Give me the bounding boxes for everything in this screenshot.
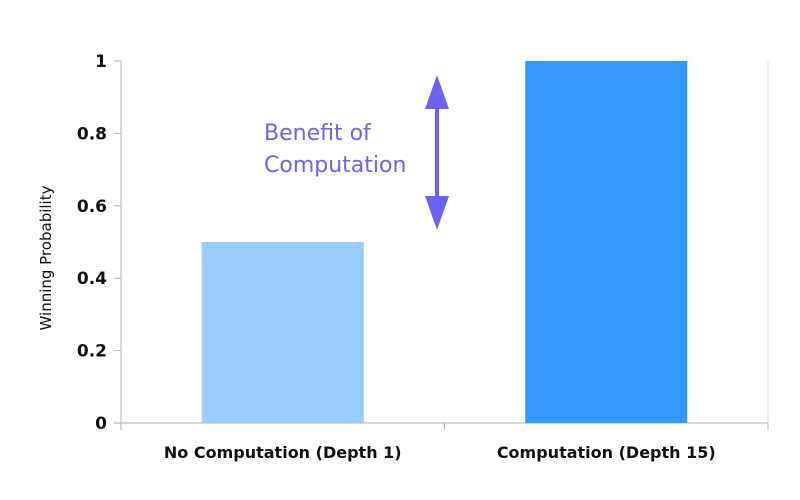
y-ticks: 0 0.2 0.4 0.6 0.8 1 [77,52,121,434]
bar-1 [201,242,364,423]
benefit-annotation: Benefit of Computation [264,75,449,230]
y-tick-label: 0.6 [77,197,107,217]
x-category-labels: No Computation (Depth 1) Computation (Dep… [120,423,769,462]
annotation-arrow-head-down [425,196,449,230]
annotation-arrow-head-up [425,75,449,109]
y-tick-label: 0.8 [77,124,107,144]
y-axis-label: Winning Probability [37,185,55,330]
bars [201,61,688,423]
y-tick-label: 0.4 [77,269,107,289]
annotation-line-1: Benefit of [264,121,372,146]
x-category-label: Computation (Depth 15) [497,443,716,462]
x-category-label: No Computation (Depth 1) [164,443,402,462]
y-tick-label: 1 [95,52,107,72]
y-tick-label: 0.2 [77,342,107,362]
bar-2 [525,61,688,423]
annotation-line-2: Computation [264,153,406,178]
y-tick-label: 0 [95,414,107,434]
